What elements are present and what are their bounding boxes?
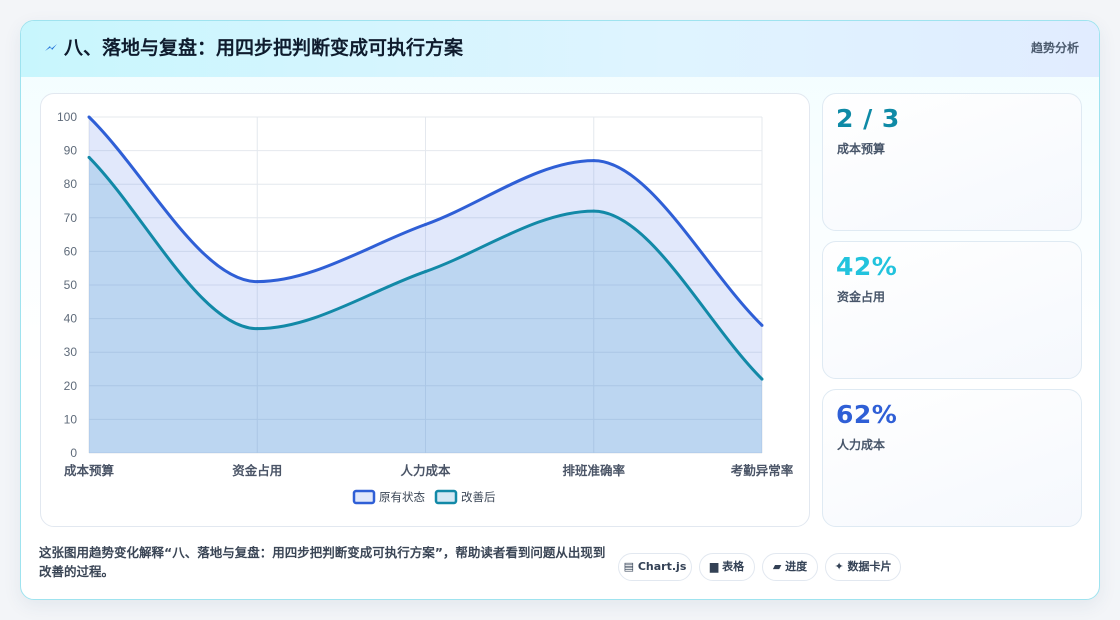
series-area-0 xyxy=(89,117,762,453)
stat-label: 人力成本 xyxy=(837,438,886,452)
series-area-1 xyxy=(89,157,762,453)
stat-value: 2 / 3 xyxy=(836,104,900,133)
data-point xyxy=(87,155,91,159)
data-point xyxy=(424,270,427,274)
data-point xyxy=(592,159,596,163)
stat-label: 成本预算 xyxy=(837,142,886,156)
legend-swatch xyxy=(352,489,376,505)
x-tick-label: 排班准确率 xyxy=(562,463,625,478)
stat-card-capital: 42% 资金占用 xyxy=(822,241,1082,379)
y-tick-label: 30 xyxy=(64,345,78,359)
x-tick-label: 成本预算 xyxy=(64,463,115,478)
chip-data-card[interactable]: ✦ 数据卡片 xyxy=(825,553,901,581)
area-chart: 0 10 20 30 40 50 60 70 80 90 100 成本预算 资金占用 人力成本 排班准确率 考… xyxy=(57,110,794,505)
y-tick-label: 80 xyxy=(64,177,78,191)
data-point xyxy=(87,115,91,119)
chart-icon: ▤ xyxy=(623,560,635,573)
chart-caption: 这张图用趋势变化解释“八、落地与复盘：用四步把判断变成可执行方案”，帮助读者看到… xyxy=(39,545,606,579)
stat-label: 资金占用 xyxy=(837,290,886,304)
y-tick-label: 60 xyxy=(64,244,78,258)
data-point xyxy=(760,323,764,327)
card-header: 八、落地与复盘：用四步把判断变成可执行方案 趋势分析 xyxy=(21,21,1099,77)
legend-label: 改善后 xyxy=(461,490,496,504)
data-point xyxy=(760,377,764,381)
chip-label: 表格 xyxy=(722,560,745,573)
chip-label: 数据卡片 xyxy=(847,560,892,573)
stat-value: 42% xyxy=(836,252,898,281)
data-point xyxy=(424,223,427,227)
page-title: 八、落地与复盘：用四步把判断变成可执行方案 xyxy=(64,37,464,59)
stat-card-budget: 2 / 3 成本预算 xyxy=(822,93,1082,231)
y-tick-label: 20 xyxy=(64,379,78,393)
chart-panel: 0 10 20 30 40 50 60 70 80 90 100 成本预算 资金占用 人力成本 排班准确率 考… xyxy=(40,93,810,527)
chip-chartjs[interactable]: ▤ Chart.js xyxy=(618,553,692,581)
y-tick-label: 90 xyxy=(64,144,78,158)
y-tick-label: 40 xyxy=(64,312,78,326)
y-tick-label: 100 xyxy=(57,110,77,124)
legend-swatch xyxy=(434,489,458,505)
chip-label: 进度 xyxy=(785,560,808,573)
chip-label: Chart.js xyxy=(637,560,687,573)
y-tick-label: 70 xyxy=(64,211,78,225)
progress-icon: ▰ xyxy=(772,560,782,573)
x-tick-label: 考勤异常率 xyxy=(731,463,794,478)
data-point xyxy=(255,327,259,331)
data-point xyxy=(255,280,259,284)
y-tick-label: 10 xyxy=(64,412,78,426)
header-tag: 趋势分析 xyxy=(1030,41,1079,55)
stat-card-labor: 62% 人力成本 xyxy=(822,389,1082,527)
table-icon: ▆ xyxy=(709,560,719,573)
x-tick-label: 人力成本 xyxy=(400,463,451,478)
y-tick-label: 0 xyxy=(70,446,77,460)
sparkle-icon: ✦ xyxy=(834,560,844,573)
lightning-icon xyxy=(45,44,57,51)
chart-card: 八、落地与复盘：用四步把判断变成可执行方案 趋势分析 0 10 20 30 40 50 60… xyxy=(20,20,1100,600)
stat-value: 62% xyxy=(836,400,898,429)
data-point xyxy=(592,209,596,213)
y-tick-label: 50 xyxy=(64,278,78,292)
chip-table[interactable]: ▆ 表格 xyxy=(699,553,755,581)
chip-progress[interactable]: ▰ 进度 xyxy=(762,553,818,581)
x-tick-label: 资金占用 xyxy=(232,463,282,478)
legend-label: 原有状态 xyxy=(379,490,425,504)
